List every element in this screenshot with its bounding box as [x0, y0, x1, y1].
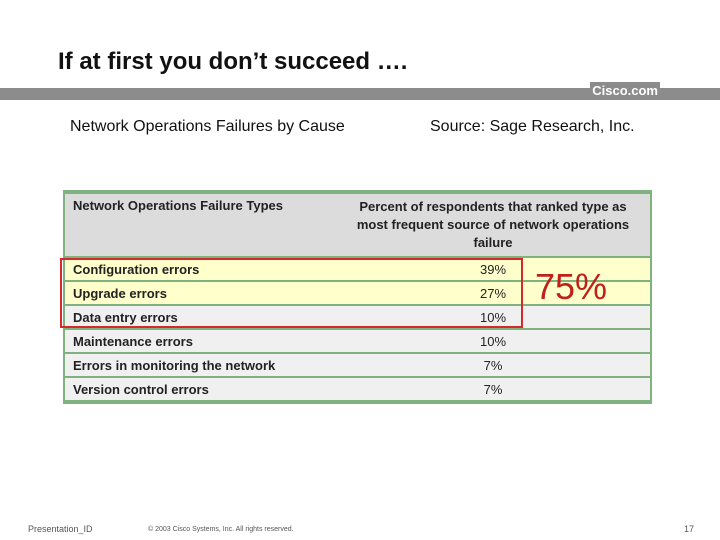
failure-type: Errors in monitoring the network [65, 354, 336, 376]
header-bar [0, 88, 720, 100]
highlight-box [60, 258, 523, 328]
brand: Cisco.com [590, 82, 660, 100]
failure-type: Version control errors [65, 378, 336, 400]
percent: 27% [336, 282, 650, 304]
table-row: Configuration errors 39% [65, 258, 650, 280]
failure-type: Data entry errors [65, 306, 336, 328]
table-row: Maintenance errors 10% [65, 330, 650, 352]
slide-title: If at first you don’t succeed …. [58, 48, 408, 75]
table: Network Operations Failure Types Percent… [63, 190, 652, 404]
percent: 39% [336, 258, 650, 280]
percent: 7% [336, 354, 650, 376]
failure-table: Network Operations Failure Types Percent… [65, 192, 650, 402]
column-header: Percent of respondents that ranked type … [336, 194, 650, 256]
source: Source: Sage Research, Inc. [430, 118, 635, 135]
percent: 10% [336, 330, 650, 352]
page-number: 17 [684, 524, 695, 534]
failure-type: Upgrade errors [65, 282, 336, 304]
header-row: Network Operations Failure Types Percent… [65, 194, 650, 256]
subtitle: Network Operations Failures by Cause [70, 118, 345, 135]
highlight-total: 75% [535, 266, 608, 307]
failure-type: Configuration errors [65, 258, 336, 280]
percent: 10% [336, 306, 650, 328]
column-header: Network Operations Failure Types [65, 194, 336, 256]
table-row: Data entry errors 10% [65, 306, 650, 328]
footer-copyright: © 2003 Cisco Systems, Inc. All rights re… [148, 526, 294, 533]
table-body: Configuration errors 39% Upgrade errors 27%… [65, 258, 650, 400]
table-row: Version control errors 7% [65, 378, 650, 400]
percent: 7% [336, 378, 650, 400]
table-row: Errors in monitoring the network 7% [65, 354, 650, 376]
failure-type: Maintenance errors [65, 330, 336, 352]
table-row: Upgrade errors 27% [65, 282, 650, 304]
footer-id: Presentation_ID [28, 524, 93, 534]
